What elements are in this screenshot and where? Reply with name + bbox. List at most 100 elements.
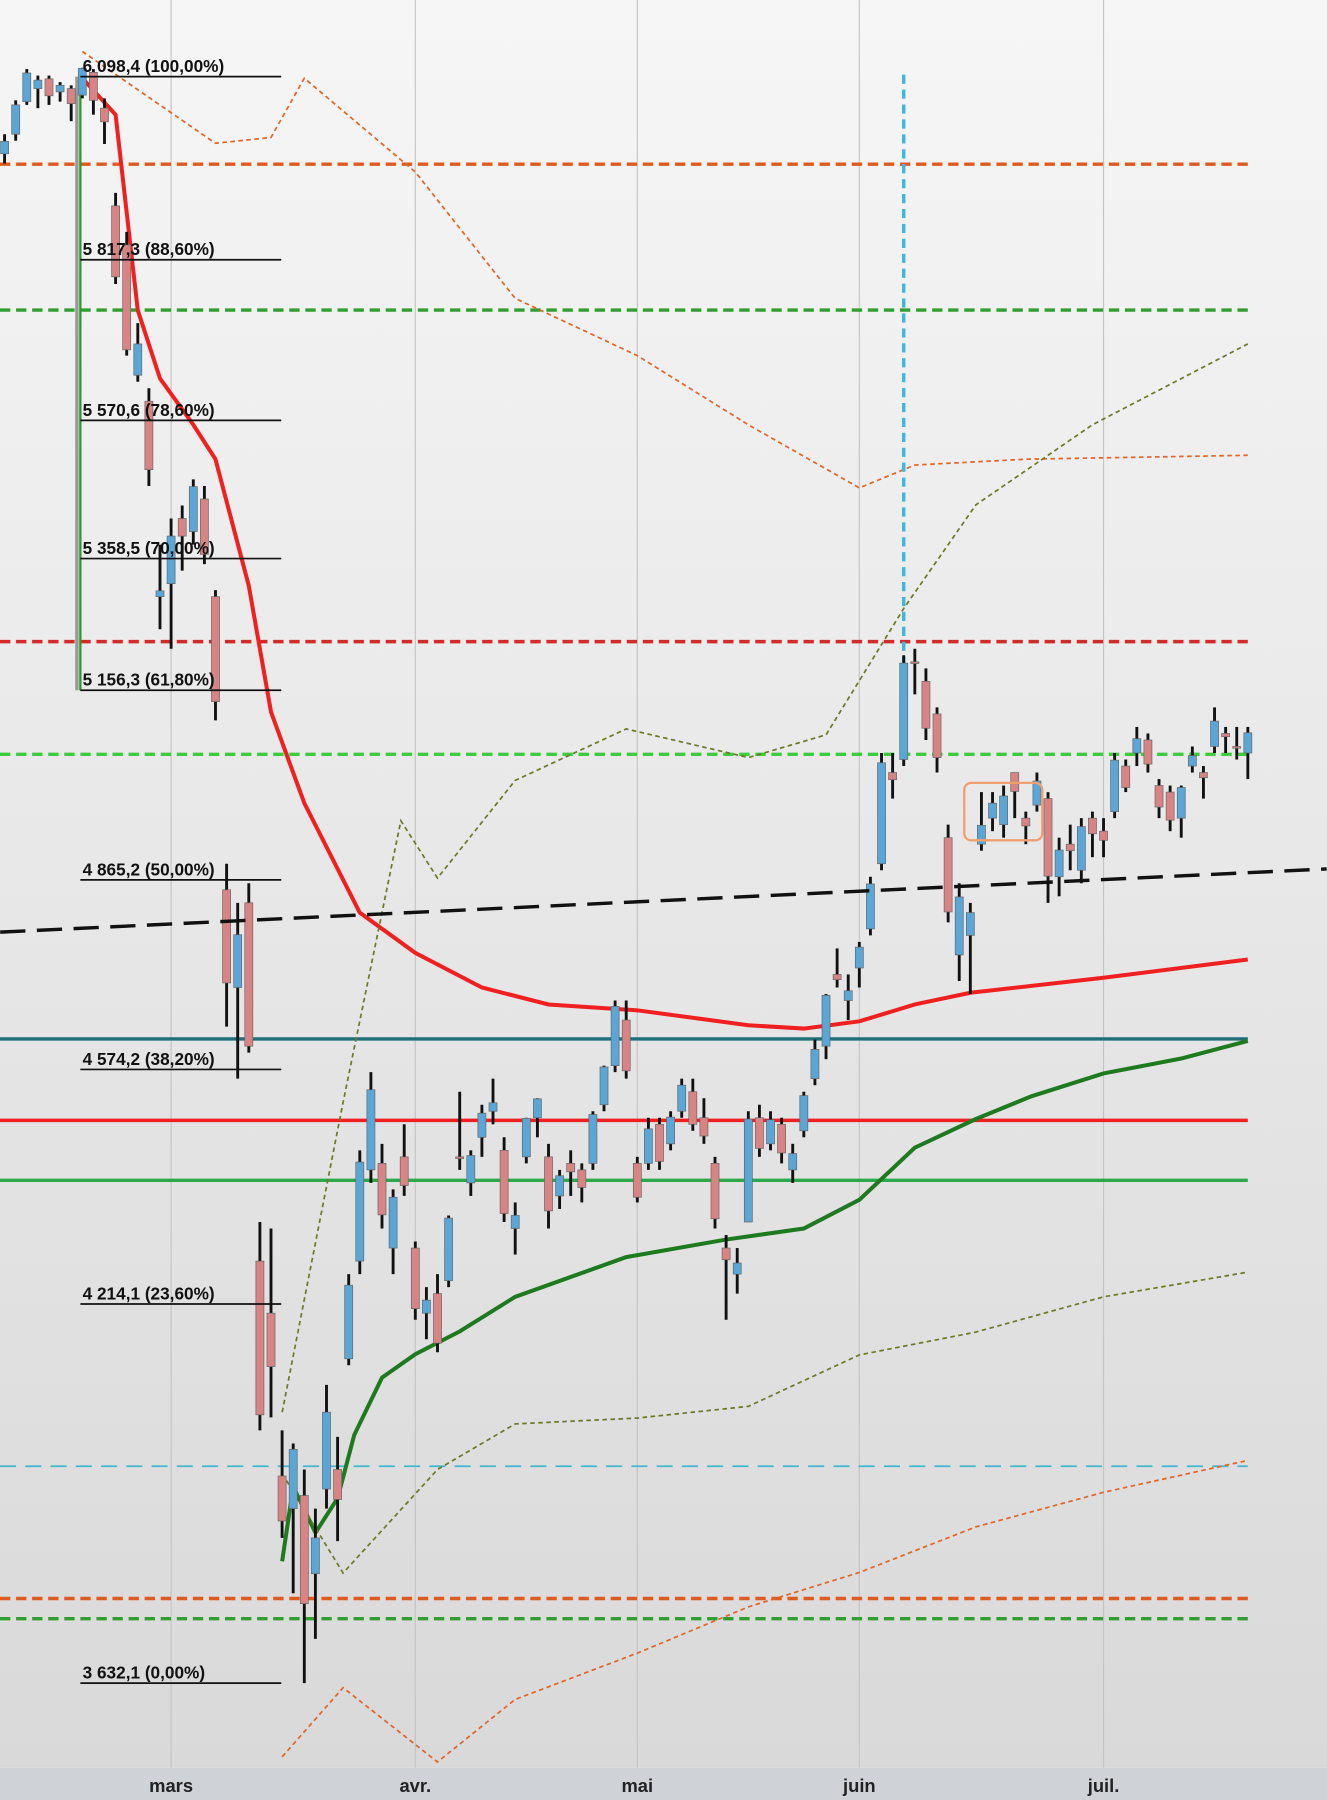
x-tick-label: mars [149, 1775, 193, 1796]
candle-body [100, 107, 109, 123]
fib-label: 4 214,1 (23,60%) [83, 1283, 215, 1303]
candle-body [244, 902, 254, 1047]
candle-body [655, 1123, 664, 1162]
candle-body [899, 662, 909, 760]
indicator-line [281, 1459, 1248, 1764]
candle-body [477, 1112, 487, 1138]
candle-body [921, 681, 931, 729]
fib-label: 5 817,3 (88,60%) [83, 239, 215, 259]
candle-body [577, 1169, 587, 1188]
candle-body [444, 1217, 453, 1281]
candle-body [22, 72, 32, 102]
candle-body [410, 1247, 420, 1309]
candle-body [510, 1215, 520, 1229]
candle-body [455, 1156, 465, 1159]
candle-body [1199, 772, 1208, 779]
fib-label: 3 632,1 (0,00%) [83, 1662, 205, 1682]
candle-body [888, 772, 897, 781]
candle-body [211, 596, 220, 702]
candle-body [155, 590, 165, 598]
candle-body [499, 1149, 509, 1214]
candle-body [422, 1299, 431, 1314]
candle-body [621, 1019, 631, 1072]
candle-body [66, 88, 76, 104]
candle-body [710, 1163, 720, 1220]
candle-body [233, 934, 243, 988]
candle-body [466, 1155, 476, 1184]
candle-body [1121, 765, 1131, 788]
candle-body [399, 1156, 409, 1186]
fib-label: 4 574,2 (38,20%) [83, 1049, 215, 1069]
fib-label: 5 570,6 (78,60%) [83, 400, 215, 420]
candle-body [588, 1114, 598, 1164]
indicator-line [81, 50, 1248, 489]
candle-body [1110, 759, 1119, 812]
candle-body [999, 795, 1008, 825]
candle-body [932, 713, 942, 758]
candle-body [77, 68, 87, 96]
candle-body [1076, 826, 1086, 871]
candle-body [688, 1091, 698, 1125]
candle-body [555, 1175, 564, 1197]
candle-body [44, 78, 54, 97]
candle-body [1232, 746, 1242, 749]
candle-body [311, 1537, 320, 1575]
candle-body [766, 1119, 775, 1145]
candle-body [1099, 830, 1108, 841]
candle-body [566, 1163, 576, 1173]
candle-body [1054, 849, 1064, 878]
candle-body [677, 1084, 687, 1112]
candle-body [488, 1102, 498, 1112]
indicator-line [80, 76, 1249, 1031]
candle-body [977, 824, 986, 845]
candle-body [322, 1411, 331, 1490]
x-axis-band [0, 1767, 1327, 1800]
fib-label: 6 098,4 (100,00%) [83, 56, 225, 76]
annotation-box [963, 781, 1044, 842]
candle-body [1221, 733, 1231, 738]
candle-body [988, 802, 997, 819]
candle-body [1176, 787, 1186, 819]
candle-body [632, 1163, 642, 1198]
candle-body [777, 1123, 786, 1154]
candle-body [910, 661, 920, 664]
candle-body [188, 486, 198, 532]
candle-body [11, 104, 21, 135]
candle-body [89, 71, 98, 101]
candle-body [1143, 739, 1153, 765]
candle-body [122, 244, 132, 351]
candle-body [599, 1066, 609, 1106]
candle-body [222, 889, 231, 984]
candle-body [1154, 785, 1164, 808]
candle-body [133, 343, 143, 376]
candle-body [299, 1495, 309, 1605]
candle-body [832, 974, 842, 981]
candle-body [144, 400, 154, 471]
candle-body [954, 896, 964, 956]
candle-body [1165, 791, 1175, 821]
candle-body [755, 1117, 764, 1149]
x-tick-label: juil. [1087, 1775, 1120, 1796]
indicator-line [285, 1271, 1248, 1575]
candle-body [666, 1116, 675, 1145]
candle-body [1021, 817, 1031, 827]
candle-body [743, 1118, 753, 1223]
candle-body [1043, 798, 1053, 877]
candle-body [288, 1448, 298, 1509]
candle-body [732, 1262, 742, 1275]
candle-body [0, 141, 9, 155]
candle-body [33, 79, 43, 89]
fib-label: 5 156,3 (61,80%) [83, 670, 215, 690]
indicator-line [281, 343, 1249, 1413]
candle-body [1088, 817, 1097, 835]
candle-body [333, 1469, 342, 1500]
candle-body [699, 1117, 709, 1137]
candle-body [866, 883, 875, 930]
candle-body [55, 85, 65, 93]
fib-label: 5 358,5 (70,00%) [83, 538, 215, 558]
x-tick-label: mai [621, 1775, 653, 1796]
candle-body [799, 1095, 809, 1132]
candle-body [111, 205, 120, 278]
